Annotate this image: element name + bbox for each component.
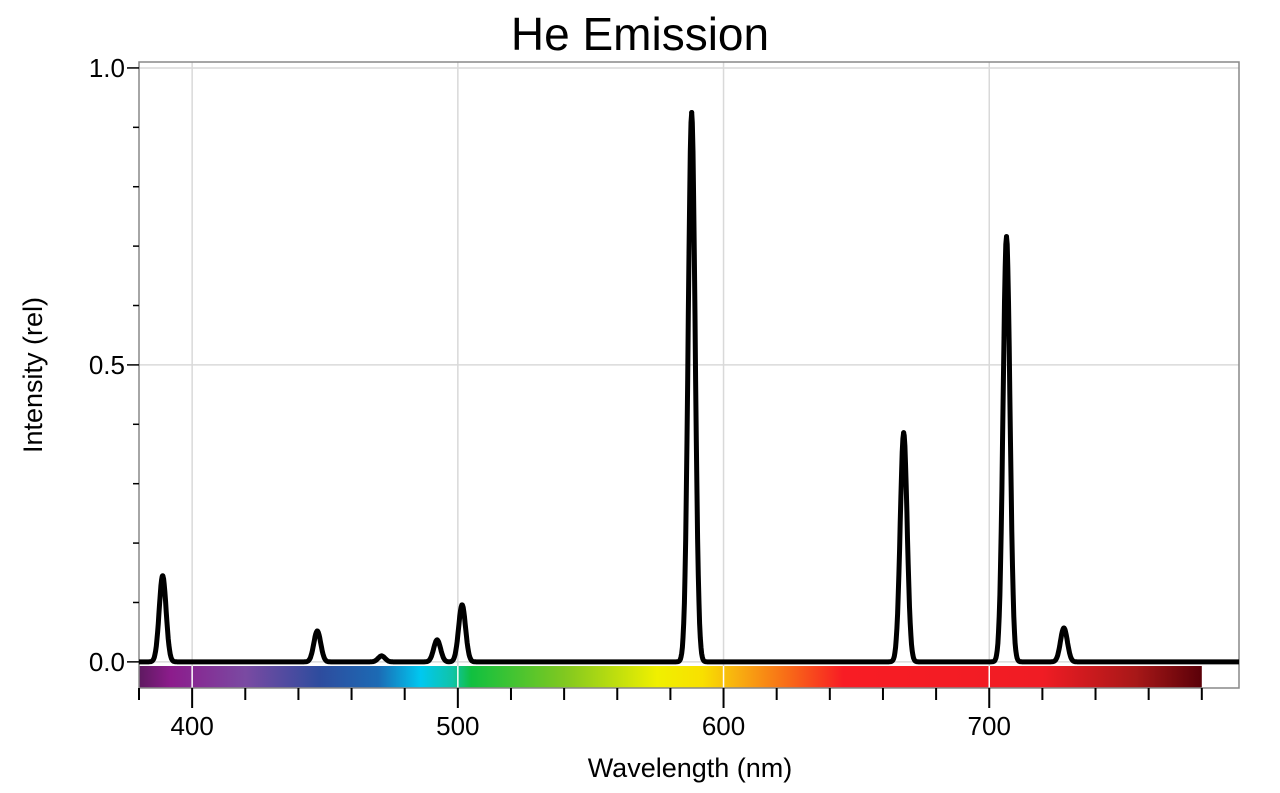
y-axis-label: Intensity (rel) <box>18 297 48 453</box>
peak-point <box>434 637 440 643</box>
spectrum-bar-gridlines <box>191 666 990 688</box>
peak-point <box>314 628 320 634</box>
peak-point <box>459 602 465 608</box>
peak-point <box>160 573 166 579</box>
y-tick-label: 0.0 <box>89 647 125 677</box>
x-tick-label: 500 <box>436 711 479 741</box>
plot-frame <box>138 61 1240 689</box>
emission-spectrum-line <box>137 110 1241 665</box>
y-tick-label: 1.0 <box>89 53 125 83</box>
y-tick-label: 0.5 <box>89 350 125 380</box>
peak-point <box>901 430 907 436</box>
peak-point <box>689 109 695 115</box>
peak-point <box>1004 234 1010 240</box>
axes: 400 500 600 700 0.0 0.5 1.0 <box>89 53 1203 741</box>
peak-point <box>379 653 385 659</box>
x-tick-label: 600 <box>702 711 745 741</box>
x-tick-label: 400 <box>170 711 213 741</box>
x-tick-label: 700 <box>968 711 1011 741</box>
peak-point <box>1061 625 1067 631</box>
peak-points <box>160 109 1067 659</box>
chart-title: He Emission <box>511 8 769 60</box>
x-axis-label: Wavelength (nm) <box>588 753 793 783</box>
visible-spectrum-bar <box>139 666 1202 688</box>
